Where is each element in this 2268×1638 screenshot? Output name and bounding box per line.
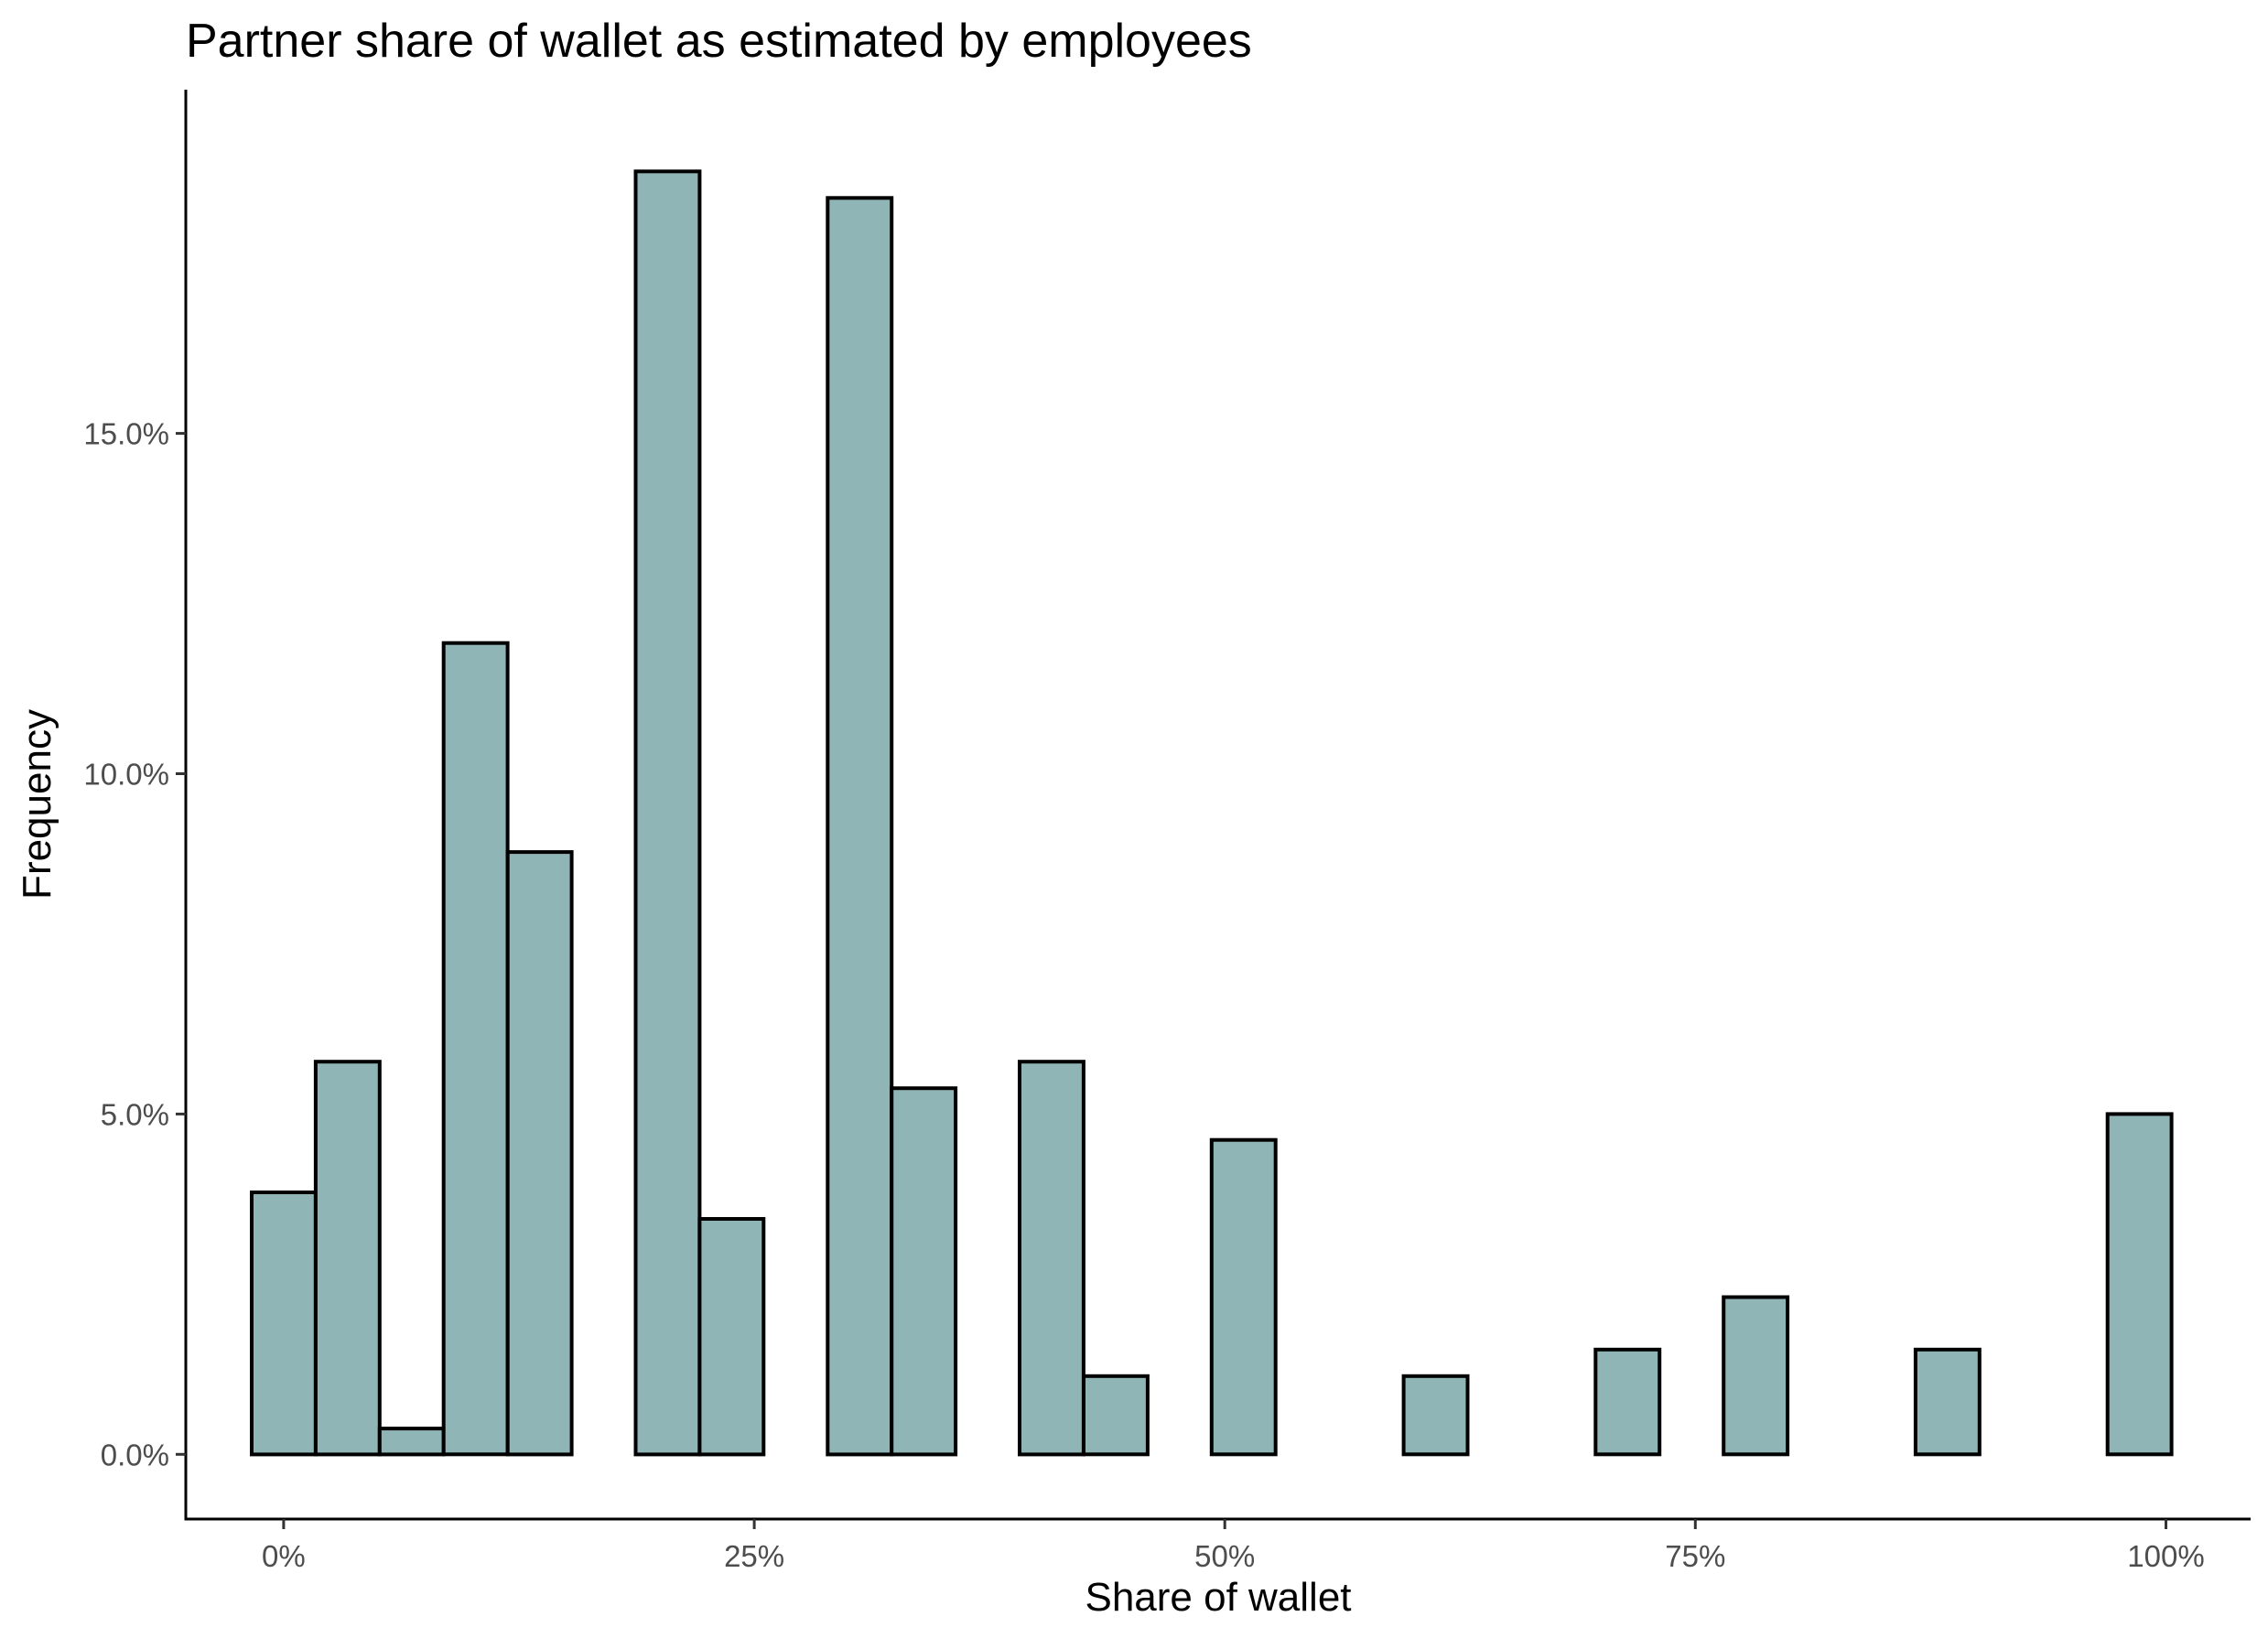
histogram-bar-21	[1593, 1347, 1662, 1457]
histogram-bar-2	[377, 1427, 446, 1457]
x-axis-title: Share of wallet	[1085, 1575, 1351, 1620]
y-axis-title: Frequency	[15, 709, 59, 900]
histogram-bar-23	[1722, 1295, 1790, 1457]
x-tick-label: 100%	[2127, 1539, 2204, 1573]
histogram-bar-7	[697, 1217, 766, 1457]
bars-layer	[250, 169, 2174, 1457]
histogram-bar-10	[890, 1086, 958, 1457]
histogram-bar-9	[826, 196, 894, 1457]
histogram-bar-4	[505, 850, 574, 1457]
chart-title: Partner share of wallet as estimated by …	[186, 15, 1252, 68]
y-tick-label: 15.0%	[83, 417, 169, 451]
x-tick-label: 75%	[1665, 1539, 1725, 1573]
histogram-bar-3	[441, 641, 510, 1457]
histogram-bar-15	[1209, 1137, 1278, 1457]
histogram-bar-1	[313, 1060, 382, 1457]
histogram-bar-6	[633, 169, 702, 1457]
y-axis-ticks: 0.0% 5.0% 10.0% 15.0%	[83, 417, 186, 1471]
x-tick-label: 25%	[724, 1539, 784, 1573]
y-tick-label: 0.0%	[101, 1438, 169, 1471]
histogram-bar-0	[250, 1191, 318, 1457]
x-tick-label: 0%	[262, 1539, 306, 1573]
y-tick-label: 5.0%	[101, 1097, 169, 1131]
histogram-bar-29	[2105, 1112, 2174, 1457]
histogram-bar-26	[1913, 1347, 1982, 1457]
y-tick-label: 10.0%	[83, 758, 169, 792]
histogram-bar-13	[1082, 1374, 1150, 1457]
histogram-bar-12	[1018, 1060, 1085, 1457]
histogram-bar-18	[1401, 1374, 1470, 1457]
x-tick-label: 50%	[1194, 1539, 1255, 1573]
x-axis-ticks: 0% 25% 50% 75% 100%	[262, 1519, 2205, 1573]
